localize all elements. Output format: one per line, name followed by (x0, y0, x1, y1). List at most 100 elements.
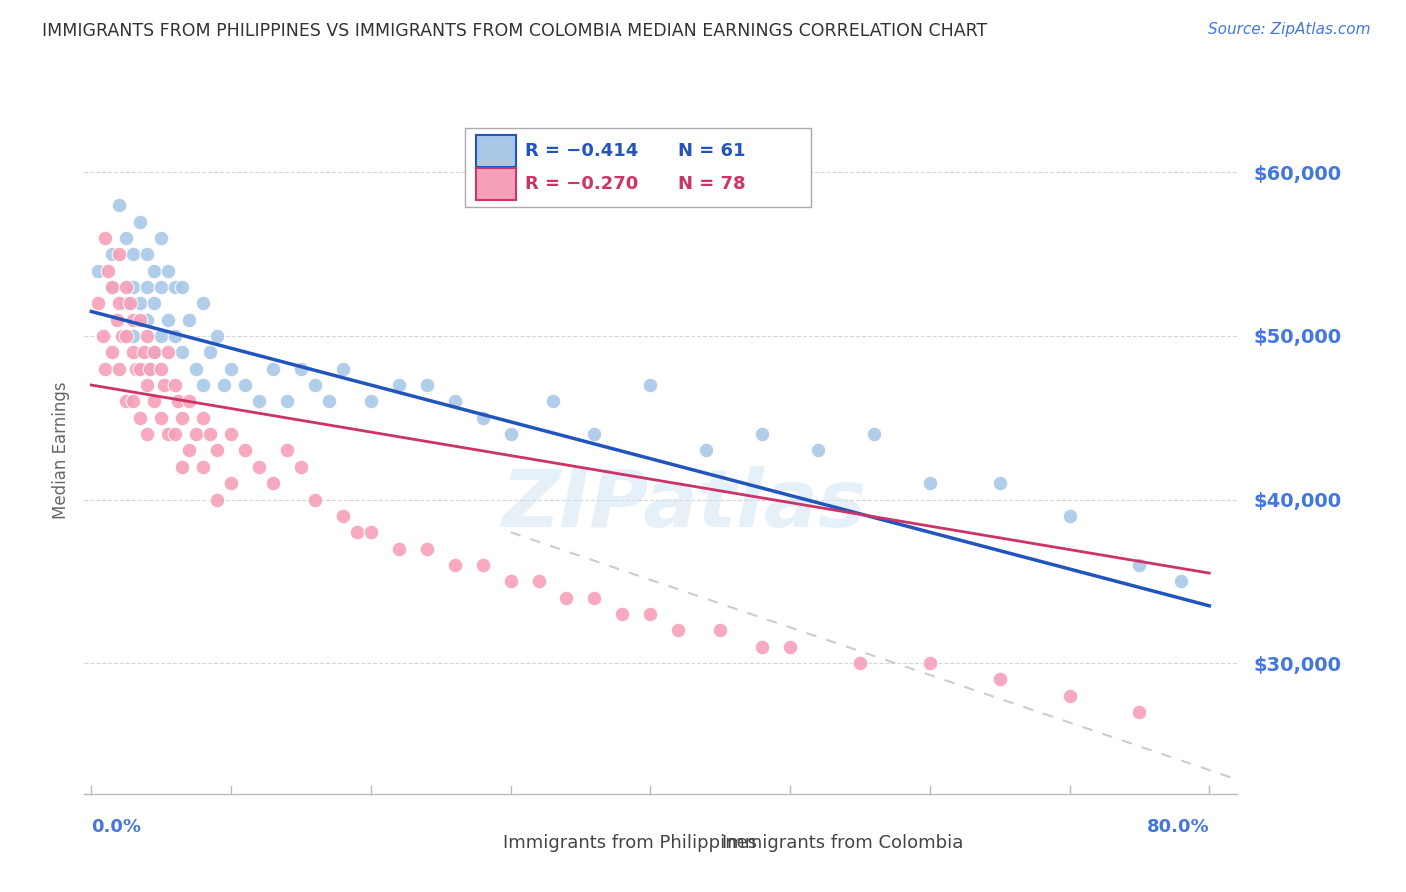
Point (143, 263, 166, 277)
Point (150, 231, 173, 245)
Point (108, 296, 131, 310)
Point (122, 247, 145, 261)
Point (918, 476, 941, 491)
Point (541, 394, 564, 409)
Point (172, 459, 194, 474)
FancyBboxPatch shape (467, 831, 499, 855)
Text: ZIPatlas: ZIPatlas (502, 467, 866, 544)
Point (129, 214, 152, 228)
Point (136, 280, 159, 294)
Point (186, 361, 208, 376)
Point (143, 394, 166, 409)
Point (191, 378, 214, 392)
Point (122, 329, 145, 343)
Point (219, 476, 242, 491)
Point (186, 427, 208, 442)
Point (179, 312, 201, 326)
Point (150, 280, 173, 294)
Point (157, 345, 180, 359)
Point (172, 345, 194, 359)
Point (247, 459, 270, 474)
Point (111, 329, 134, 343)
Point (471, 558, 494, 572)
Point (115, 280, 138, 294)
Point (205, 492, 228, 507)
Point (101, 280, 124, 294)
Point (290, 361, 312, 376)
Point (136, 329, 159, 343)
Point (499, 427, 522, 442)
Point (153, 378, 176, 392)
Point (751, 427, 773, 442)
Point (143, 345, 166, 359)
Point (198, 345, 221, 359)
Point (666, 624, 689, 638)
Point (179, 394, 201, 409)
Point (94, 361, 117, 376)
Point (150, 361, 173, 376)
Point (191, 296, 214, 310)
Point (304, 378, 326, 392)
Point (233, 378, 256, 392)
Text: Source: ZipAtlas.com: Source: ZipAtlas.com (1208, 22, 1371, 37)
Point (1059, 508, 1081, 523)
Point (276, 394, 298, 409)
Point (172, 280, 194, 294)
Point (499, 574, 522, 589)
Y-axis label: Median Earnings: Median Earnings (52, 382, 70, 519)
Point (165, 329, 187, 343)
Point (709, 624, 731, 638)
Point (136, 247, 159, 261)
Point (136, 378, 159, 392)
Point (1128, 558, 1150, 572)
Point (612, 607, 634, 621)
Point (101, 247, 124, 261)
Point (125, 361, 148, 376)
Point (640, 607, 662, 621)
Point (143, 296, 166, 310)
Point (388, 378, 411, 392)
Text: 80.0%: 80.0% (1147, 819, 1209, 837)
Point (583, 427, 606, 442)
Point (129, 296, 152, 310)
Point (115, 231, 138, 245)
Point (527, 574, 550, 589)
Point (150, 410, 173, 425)
Point (346, 525, 368, 540)
Point (276, 443, 298, 458)
Point (165, 427, 187, 442)
Point (219, 361, 242, 376)
Point (115, 296, 138, 310)
Point (122, 345, 145, 359)
Point (918, 656, 941, 670)
Point (150, 329, 173, 343)
Point (443, 558, 465, 572)
Text: 0.0%: 0.0% (91, 819, 142, 837)
Point (122, 280, 145, 294)
Point (165, 378, 187, 392)
Point (1059, 689, 1081, 703)
Point (1170, 574, 1192, 589)
Point (262, 476, 284, 491)
Text: N = 78: N = 78 (678, 175, 745, 193)
Point (129, 312, 152, 326)
Point (87, 263, 110, 277)
Point (988, 476, 1011, 491)
Point (157, 312, 180, 326)
Point (120, 296, 142, 310)
Text: R = −0.414: R = −0.414 (524, 142, 638, 160)
FancyBboxPatch shape (465, 128, 811, 207)
Point (233, 443, 256, 458)
FancyBboxPatch shape (477, 136, 516, 167)
Point (212, 378, 235, 392)
Point (555, 591, 578, 605)
Point (863, 427, 886, 442)
Point (360, 394, 382, 409)
Point (143, 345, 166, 359)
Text: Immigrants from Colombia: Immigrants from Colombia (721, 834, 963, 853)
Point (108, 247, 131, 261)
Point (101, 345, 124, 359)
Text: N = 61: N = 61 (678, 142, 745, 160)
Point (849, 656, 872, 670)
Point (751, 640, 773, 654)
